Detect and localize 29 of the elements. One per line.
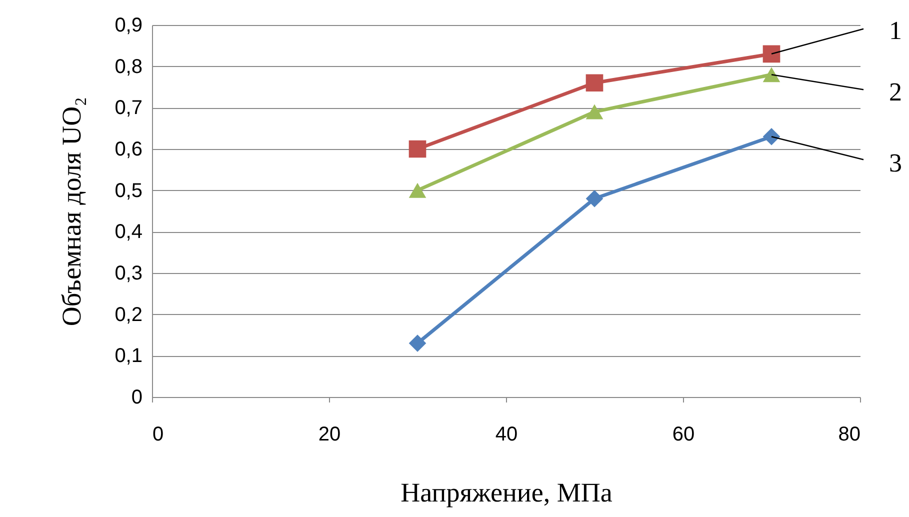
point	[408, 140, 426, 158]
point	[762, 128, 780, 146]
text: 3	[889, 148, 902, 178]
y-axis-title: Объемная доля UO₂	[56, 96, 87, 326]
y-tick-label: 0,5	[114, 180, 142, 202]
y-tick-label: 0,2	[114, 304, 142, 326]
point	[762, 67, 780, 82]
point	[586, 74, 604, 92]
y-tick-label: 0,4	[114, 221, 142, 244]
x-tick-label: 80	[838, 424, 860, 446]
y-tick-label: 0,6	[114, 138, 142, 160]
point	[586, 104, 604, 120]
x-tick-label: 60	[672, 424, 695, 446]
x-tick-label: 0	[152, 424, 164, 446]
y-tick-label: 0,8	[114, 56, 142, 78]
y-tick-label: 0,1	[114, 345, 142, 368]
point	[408, 334, 426, 352]
text: 2	[889, 78, 902, 107]
x-axis-title: Напряжение, МПа	[400, 478, 612, 508]
text: 1	[889, 16, 902, 45]
y-tick-label: 0,7	[114, 97, 142, 120]
point	[586, 190, 604, 208]
x-tick-label: 40	[495, 424, 518, 446]
x-tick-label: 20	[318, 424, 341, 446]
y-tick-label: 0,3	[114, 262, 142, 284]
y-tick-label: 0,9	[114, 14, 142, 36]
y-tick-label: 0	[131, 386, 142, 408]
point	[408, 182, 426, 198]
point	[762, 45, 780, 63]
